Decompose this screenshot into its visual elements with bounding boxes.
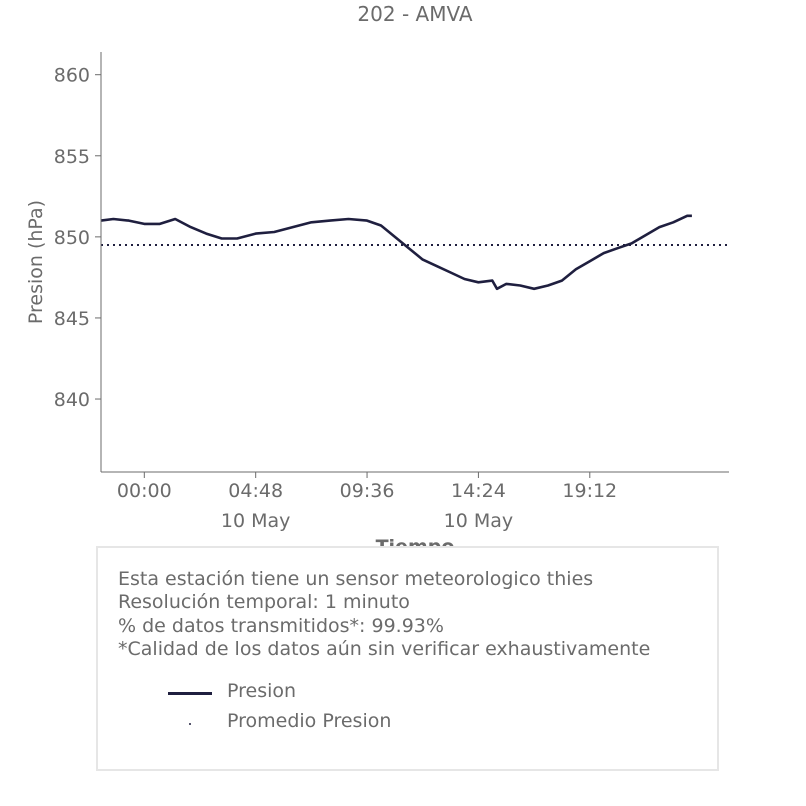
station-info: Esta estación tiene un sensor meteorolog… [118, 568, 650, 661]
y-tick-label: 840 [54, 389, 90, 411]
legend-label: Promedio Presion [227, 710, 392, 732]
x-tick-label: 19:12 [562, 480, 617, 502]
x-tick-label: 14:24 [451, 480, 506, 502]
legend-line-marker [168, 692, 212, 695]
info-box: Esta estación tiene un sensor meteorolog… [96, 546, 719, 771]
pressure-line [100, 214, 692, 291]
y-axis-label: Presion (hPa) [25, 200, 47, 324]
x-tick-label: 09:36 [340, 480, 395, 502]
legend-dot-marker [189, 723, 191, 725]
chart-title: 202 - AMVA [357, 2, 472, 26]
x-tick-label: 00:00 [117, 480, 172, 502]
y-axis: 840 845 850 855 860 [54, 65, 101, 411]
info-line-transmitted: % de datos transmitidos*: 99.93% [118, 614, 444, 637]
info-line-sensor: Esta estación tiene un sensor meteorolog… [118, 568, 594, 590]
legend-label: Presion [227, 680, 297, 702]
x-tick-date-label: 10 May [444, 510, 514, 532]
y-tick-label: 845 [54, 308, 90, 330]
y-tick-label: 850 [54, 227, 90, 249]
y-tick-label: 860 [54, 65, 90, 87]
x-axis: 00:00 04:48 10 May 09:36 14:24 10 May 19:12 [117, 472, 617, 532]
info-line-resolution: Resolución temporal: 1 minuto [118, 591, 410, 614]
info-line-quality-note: *Calidad de los datos aún sin verificar … [118, 637, 651, 660]
plot-area [100, 214, 729, 291]
x-tick-label: 04:48 [228, 480, 283, 502]
y-tick-label: 855 [54, 146, 90, 168]
x-tick-date-label: 10 May [221, 510, 291, 532]
